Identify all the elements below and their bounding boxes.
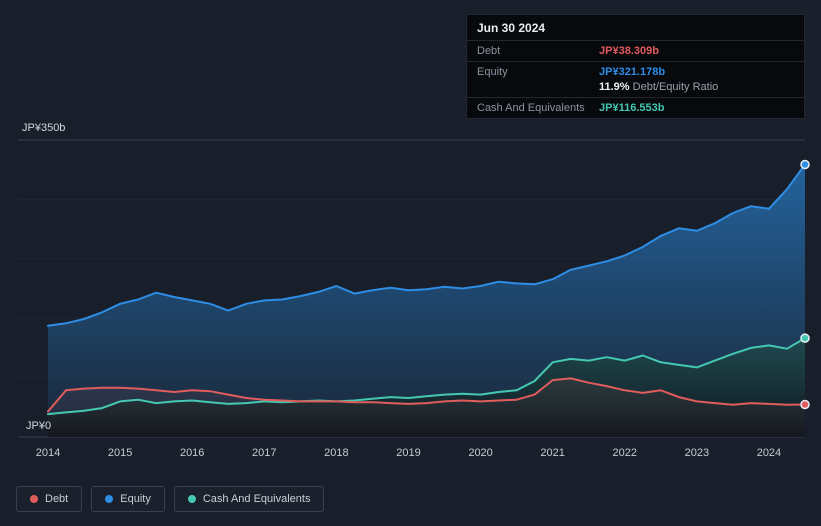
tooltip-equity-value-group: JP¥321.178b 11.9% Debt/Equity Ratio [599,66,794,93]
debt-series-dot-icon [30,495,38,503]
legend-label-debt: Debt [45,493,69,505]
equity-endpoint-dot [800,159,810,170]
tooltip-date: Jun 30 2024 [477,21,546,35]
x-axis-label: 2016 [179,447,205,459]
equity-series-dot-icon [105,495,114,503]
legend-label-cash: Cash And Equivalents [202,493,311,505]
tooltip-row-equity: Equity JP¥321.178b 11.9% Debt/Equity Rat… [467,61,804,97]
tooltip-debt-equity-ratio: 11.9% Debt/Equity Ratio [599,81,719,93]
tooltip-cash-value: JP¥116.553b [599,102,665,114]
tooltip-cash-label: Cash And Equivalents [477,102,585,114]
debt-endpoint-dot [800,399,810,410]
legend-item-debt[interactable]: Debt [16,486,83,512]
x-axis-label: 2021 [540,447,565,459]
tooltip-row-cash: Cash And Equivalents JP¥116.553b [467,97,804,118]
chart-tooltip: Jun 30 2024 Debt JP¥38.309b Equity JP¥32… [466,14,805,119]
debt-line[interactable] [47,377,806,413]
tooltip-equity-label: Equity [477,66,508,78]
x-axis-label: 2023 [684,447,710,459]
x-axis-label: 2024 [756,447,782,459]
cash-endpoint-dot [800,333,810,343]
x-axis-label: 2014 [35,447,61,459]
x-axis-label: 2022 [612,447,637,459]
legend-item-equity[interactable]: Equity [91,486,165,512]
cash-line[interactable] [47,337,806,416]
legend-label-equity: Equity [120,493,151,505]
cash-series-dot-icon [187,495,196,503]
x-axis: 2014 2015 2016 2017 2018 2019 2020 2021 2022 2023… [0,447,821,463]
y-axis-label-max: JP¥350b [22,122,66,134]
equity-line[interactable] [47,163,806,327]
y-axis-label-min: JP¥0 [26,420,52,432]
tooltip-row-debt: Debt JP¥38.309b [467,40,804,61]
x-axis-label: 2017 [252,447,277,459]
chart-legend: Debt Equity Cash And Equivalents [16,486,325,512]
debt-area [48,378,805,437]
x-axis-label: 2015 [107,447,133,459]
tooltip-debt-value: JP¥38.309b [599,45,659,57]
x-axis-label: 2018 [324,447,349,459]
tooltip-equity-value: JP¥321.178b [599,66,666,78]
tooltip-debt-label: Debt [477,45,501,57]
legend-item-cash[interactable]: Cash And Equivalents [173,486,325,512]
x-axis-label: 2020 [468,447,493,459]
x-axis-label: 2019 [396,447,421,459]
